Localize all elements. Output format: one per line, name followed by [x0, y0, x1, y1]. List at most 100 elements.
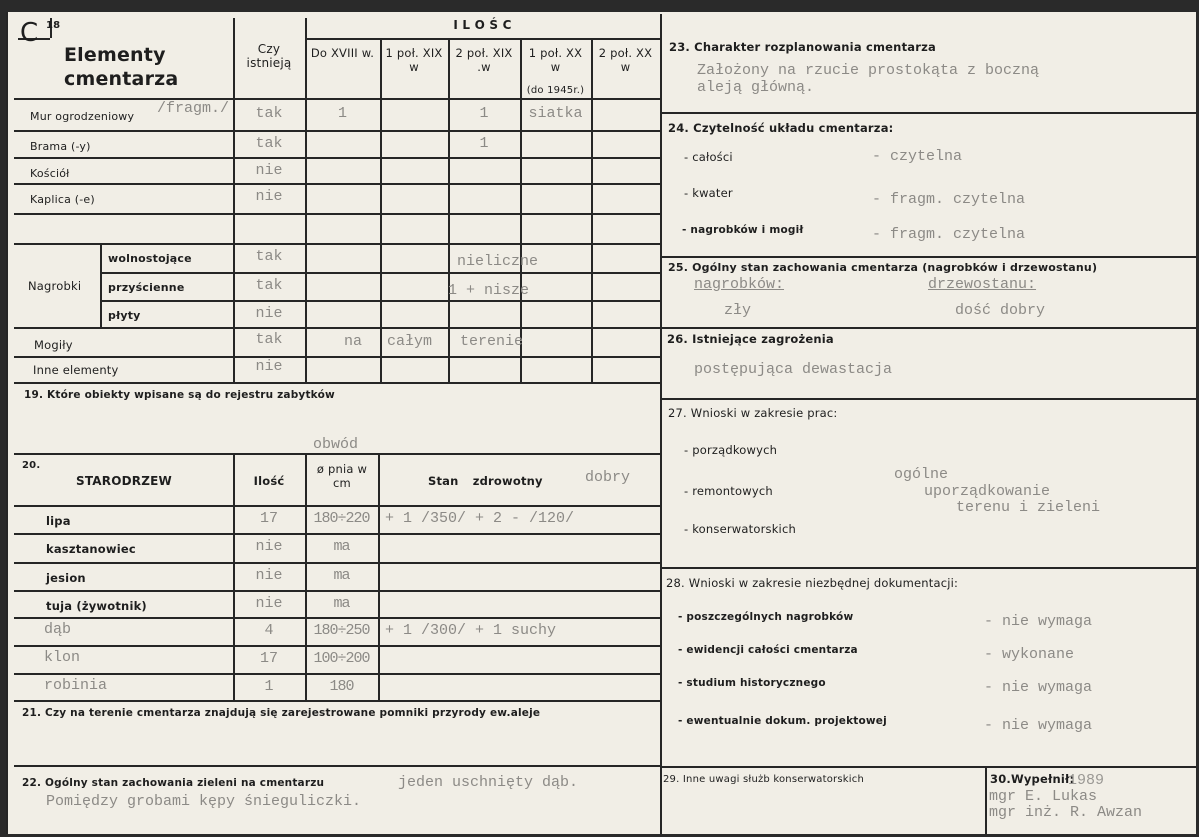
mogily-q: na	[344, 333, 363, 350]
tree-qty: 17	[259, 510, 278, 527]
nagrobki-label: Nagrobki	[28, 279, 82, 293]
horizontal-rule	[14, 590, 660, 592]
element-quantity: siatka	[528, 105, 583, 122]
s20-number: 20.	[22, 460, 41, 471]
horizontal-rule	[660, 567, 1196, 569]
period-header: 1 poł. XIX w	[385, 46, 443, 74]
horizontal-rule	[14, 382, 660, 384]
s28-item: - poszczególnych nagrobków	[678, 611, 854, 623]
s19-label: 19. Które obiekty wpisane są do rejestru…	[24, 389, 335, 401]
horizontal-rule	[660, 256, 1196, 258]
element-quantity: 1	[337, 105, 347, 122]
horizontal-rule	[305, 38, 660, 40]
s20-title: STARODRZEW	[76, 474, 172, 488]
horizontal-rule	[14, 765, 660, 767]
horizontal-rule	[14, 700, 660, 702]
health-note: dobry	[585, 469, 631, 486]
tree-health: + 1 /300/ + 1 suchy	[385, 622, 557, 639]
mogily-exists: tak	[255, 331, 283, 348]
vertical-rule	[100, 243, 102, 327]
horizontal-rule	[14, 453, 660, 455]
element-label: Kościół	[30, 167, 70, 180]
nagrobki-note: 1 + nisze	[448, 282, 530, 299]
s22-label: 22. Ogólny stan zachowania zieleni na cm…	[22, 777, 325, 789]
element-label: Kaplica (-e)	[30, 193, 95, 206]
mogily-label: Mogiły	[34, 338, 73, 352]
horizontal-rule	[14, 505, 660, 507]
tree-name: tuja (żywotnik)	[46, 599, 147, 613]
tree-qty: nie	[255, 595, 283, 612]
tree-qty: 17	[259, 650, 278, 667]
horizontal-rule	[660, 766, 1196, 768]
inne-label: Inne elementy	[33, 363, 119, 377]
nagrobki-exists: nie	[255, 305, 283, 322]
s25-a-label: nagrobków:	[694, 276, 785, 293]
element-quantity: 1	[479, 105, 489, 122]
tree-name: robinia	[44, 677, 108, 694]
nagrobki-exists: tak	[255, 277, 283, 294]
horizontal-rule	[18, 38, 50, 40]
vertical-rule	[233, 453, 235, 700]
nagrobki-type: wolnostojące	[108, 252, 192, 265]
tree-name: jesion	[46, 571, 86, 585]
vertical-rule	[6, 12, 8, 834]
s28-value: - nie wymaga	[984, 613, 1093, 630]
s27-value2: uporządkowanie	[924, 483, 1051, 500]
element-note: /fragm./	[157, 100, 230, 117]
s28-label: 28. Wnioski w zakresie niezbędnej dokume…	[666, 576, 959, 590]
s30-name2: mgr inż. R. Awzan	[989, 804, 1143, 821]
horizontal-rule	[14, 356, 660, 358]
nagrobki-type: płyty	[108, 309, 141, 322]
horizontal-rule	[14, 157, 660, 159]
s27-item-1: - porządkowych	[684, 443, 778, 457]
nagrobki-note: nieliczne	[457, 253, 539, 270]
horizontal-rule	[14, 562, 660, 564]
s24-item-2: - kwater	[684, 186, 733, 200]
s29-label: 29. Inne uwagi służb konserwatorskich	[663, 774, 864, 785]
tree-qty: 4	[264, 622, 274, 639]
horizontal-rule	[14, 673, 660, 675]
tree-diam: 180÷220	[313, 510, 370, 527]
vertical-rule	[380, 38, 382, 382]
s26-value: postępująca dewastacja	[694, 361, 893, 378]
horizontal-rule	[14, 130, 660, 132]
s25-a-value: zły	[724, 302, 752, 319]
diam-header: ø pnia w cm	[316, 462, 368, 490]
s23-value2: aleją główną.	[697, 79, 815, 96]
s26-label: 26. Istniejące zagrożenia	[667, 332, 834, 346]
tree-qty: nie	[255, 567, 283, 584]
horizontal-rule	[14, 327, 660, 329]
vertical-rule	[985, 766, 987, 834]
s24-label: 24. Czytelność układu cmentarza:	[668, 121, 894, 135]
section-title: Elementy	[64, 44, 166, 66]
vertical-rule	[305, 18, 307, 382]
section-title-2: cmentarza	[64, 68, 179, 90]
element-label: Mur ogrodzeniowy	[30, 110, 135, 123]
horizontal-rule	[14, 183, 660, 185]
horizontal-rule	[14, 617, 660, 619]
s27-label: 27. Wnioski w zakresie prac:	[668, 406, 838, 420]
vertical-rule	[305, 453, 307, 700]
s23-label: 23. Charakter rozplanowania cmentarza	[669, 40, 936, 54]
tree-name: lipa	[46, 514, 71, 528]
s22-value1: jeden uschnięty dąb.	[398, 774, 579, 791]
element-exists: tak	[255, 105, 283, 122]
s25-label: 25. Ogólny stan zachowania cmentarza (na…	[668, 261, 1098, 274]
horizontal-rule	[14, 533, 660, 535]
period-header: Do XVIII w.	[310, 46, 375, 60]
tree-diam: 100÷200	[313, 650, 370, 667]
nagrobki-exists: tak	[255, 248, 283, 265]
tree-name: kasztanowiec	[46, 542, 136, 556]
qty-header: Ilość	[253, 474, 285, 488]
quantity-header: I L O Ś C	[453, 18, 512, 32]
period-header: 2 poł. XIX .w	[455, 46, 513, 74]
s30-name1: mgr E. Lukas	[989, 788, 1098, 805]
tree-diam: ma	[333, 567, 350, 584]
element-quantity: 1	[479, 135, 489, 152]
diam-note: obwód	[313, 436, 359, 453]
s24-item-1: - całości	[684, 150, 733, 164]
mogily-q: terenie	[460, 333, 524, 350]
element-exists: tak	[255, 135, 283, 152]
s23-value1: Założony na rzucie prostokąta z boczną	[697, 62, 1040, 79]
s27-item-2: - remontowych	[684, 484, 773, 498]
